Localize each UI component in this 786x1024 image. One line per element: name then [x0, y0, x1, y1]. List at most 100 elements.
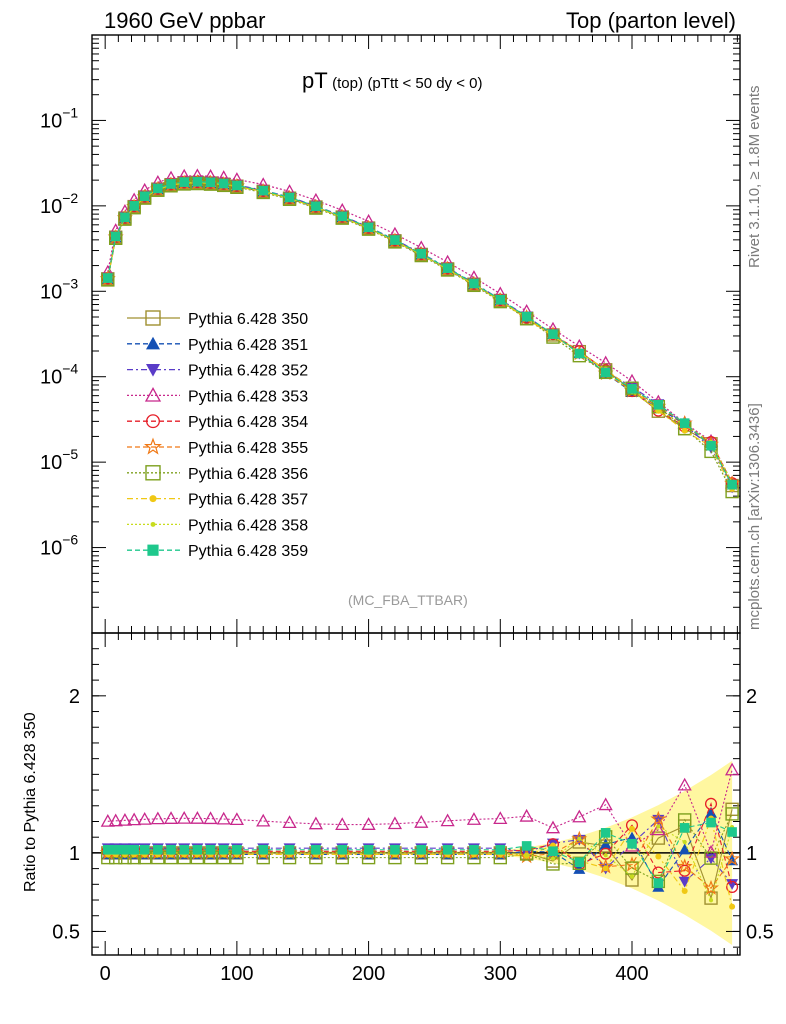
ratio-point [469, 844, 479, 855]
legend-label: Pythia 6.428 354 [188, 414, 308, 431]
ratio-point [117, 812, 133, 826]
data-point [598, 365, 613, 380]
ratio-point [150, 811, 165, 825]
legend-marker [145, 310, 161, 326]
ratio-point [678, 843, 691, 855]
ratio-y-tick-label-right: 2 [746, 686, 757, 708]
ratio-point [337, 844, 348, 855]
ratio-point [258, 844, 269, 855]
data-point [179, 177, 189, 187]
ratio-point [706, 817, 716, 828]
ratio-point [571, 830, 588, 846]
ratio-point [521, 841, 532, 851]
legend: Pythia 6.428 350 Pythia 6.428 351 Pythia 6… [127, 310, 308, 560]
series-line [107, 182, 733, 483]
ratio-point [702, 879, 719, 895]
data-point [681, 427, 688, 434]
ratio-point [629, 874, 635, 879]
ratio-y-tick-label: 2 [69, 686, 80, 708]
ratio-point [163, 811, 179, 824]
legend-item: Pythia 6.428 357 [127, 492, 308, 509]
data-point [521, 311, 532, 322]
plot-title: pT (top) (pTtt < 50 dy < 0) [302, 68, 483, 94]
legend-item: Pythia 6.428 359 [127, 543, 308, 560]
series-main-9 [103, 176, 737, 490]
legend-marker [146, 414, 160, 429]
y-tick-label: 10−5 [40, 446, 78, 474]
legend-marker [149, 495, 157, 503]
legend-marker [145, 465, 161, 481]
ratio-point [442, 844, 453, 855]
legend-item: Pythia 6.428 356 [127, 465, 308, 483]
ratio-point [651, 822, 666, 836]
ratio-point [708, 898, 714, 903]
data-point [548, 329, 558, 339]
legend-marker [144, 387, 162, 402]
data-point [653, 399, 664, 410]
ratio-point [603, 853, 608, 858]
legend-label: Pythia 6.428 359 [188, 543, 308, 560]
legend-label: Pythia 6.428 355 [188, 440, 308, 457]
ratio-point [311, 844, 321, 855]
ratio-point [550, 856, 556, 861]
ratio-point [335, 817, 350, 831]
ratio-point [574, 857, 585, 868]
ratio-point [729, 903, 736, 910]
ratio-point [284, 844, 295, 855]
ratio-point [387, 816, 403, 830]
axis-ticks [92, 35, 740, 955]
legend-label: Pythia 6.428 356 [188, 466, 308, 483]
data-point [120, 212, 130, 223]
ratio-point [676, 858, 693, 874]
ratio-point [627, 838, 637, 849]
main-series-group [99, 168, 741, 499]
ratio-point [682, 839, 687, 845]
ratio-point [573, 863, 586, 874]
legend-marker [146, 364, 160, 377]
series-line [107, 181, 733, 484]
legend-label: Pythia 6.428 357 [188, 492, 308, 509]
ratio-point [724, 762, 740, 776]
y-tick-label: 10−1 [40, 104, 78, 132]
data-point [284, 192, 295, 203]
series-line [107, 181, 733, 483]
data-point [103, 273, 113, 283]
legend-label: Pythia 6.428 353 [188, 388, 308, 405]
data-point [192, 176, 203, 187]
legend-marker [147, 544, 159, 556]
ratio-line [107, 769, 733, 855]
ratio-point [678, 876, 691, 888]
ratio-panel-frame [91, 632, 741, 956]
data-point [600, 367, 611, 378]
ratio-point [127, 812, 142, 826]
ratio-point [218, 844, 229, 855]
ratio-y-tick-label: 0.5 [52, 921, 80, 943]
series-line [107, 181, 733, 484]
ratio-point [681, 887, 688, 894]
ratio-point [572, 856, 587, 870]
data-point [129, 201, 139, 211]
ratio-point [282, 815, 297, 829]
legend-marker [150, 521, 156, 527]
ratio-point [724, 850, 741, 866]
series-ratio-9 [103, 817, 737, 888]
title-sub2: (pTtt < 50 dy < 0) [367, 75, 483, 92]
data-point [166, 179, 176, 189]
ratio-point [166, 844, 176, 855]
data-point [232, 180, 242, 191]
ratio-point [190, 811, 205, 824]
ratio-point [653, 878, 664, 888]
legend-item: Pythia 6.428 351 [127, 336, 308, 354]
ratio-point [440, 813, 455, 827]
analysis-name: (MC_FBA_TTBAR) [348, 592, 468, 608]
data-point [110, 231, 121, 242]
data-point [574, 348, 585, 359]
data-point [679, 418, 690, 428]
ratio-point [216, 811, 231, 825]
y-tick-label: 10−4 [40, 361, 78, 389]
x-tick-label: 300 [484, 963, 517, 985]
ratio-point [599, 838, 612, 850]
ratio-point [100, 813, 115, 827]
y-tick-label: 10−2 [40, 190, 78, 218]
